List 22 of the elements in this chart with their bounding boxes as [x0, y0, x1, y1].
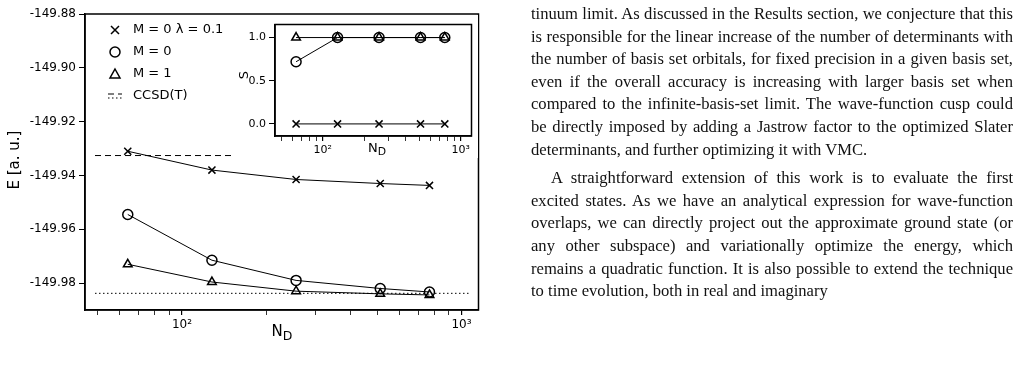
y-tick-label: 0.0: [248, 116, 266, 130]
x-tick-label: 10²: [171, 317, 193, 332]
text: A straightforward extension of this work is to evaluate the first excited states. As we have an analytical expression for wave-function overlaps, we can directly project out the approximate ground state (or any other subspace) and variationally optimize the energy, which remains a quadratic function. It is also possible to extend the technique to time evolution, both in real and imaginary: [531, 167, 1013, 303]
x-tick-label: 10³: [451, 143, 470, 157]
legend-label: M = 0 λ = 0.1: [133, 21, 224, 37]
legend-label: M = 1: [133, 65, 172, 81]
y-tick-label: 0.5: [248, 73, 266, 87]
y-axis-title: E [a. u.]: [5, 130, 23, 190]
x-tick-label: 10³: [451, 317, 472, 332]
y-tick-label: 1.0: [248, 30, 266, 44]
legend-label: M = 0: [133, 43, 172, 59]
y-tick-label: -149.88: [29, 6, 76, 21]
y-tick-label: -149.96: [29, 221, 76, 236]
y-tick-label: -149.92: [29, 113, 76, 128]
x-tick-label: 10²: [313, 143, 332, 157]
y-tick-label: -149.98: [29, 275, 76, 290]
text: tinuum limit. As discussed in the Results section, we conjecture that this is responsible for the linear increase of the number of determinants with the number of basis set orbitals, for fixed precision in a given basis set, even if the overall accuracy is increasing with larger basis set when compared to the infinite-basis-set limit. The wave-function cusp could be directly imposed by adding a Jastrow factor to the optimized Slater determinants, and further optimizing it with VMC.: [531, 3, 1013, 161]
legend-label: CCSD(T): [133, 87, 188, 103]
y-tick-label: -149.90: [29, 59, 76, 74]
x-axis-title: N$_{D}$: [271, 321, 293, 343]
y-tick-label: -149.94: [29, 167, 76, 182]
x-axis-title: N$_{D}$: [367, 139, 387, 159]
